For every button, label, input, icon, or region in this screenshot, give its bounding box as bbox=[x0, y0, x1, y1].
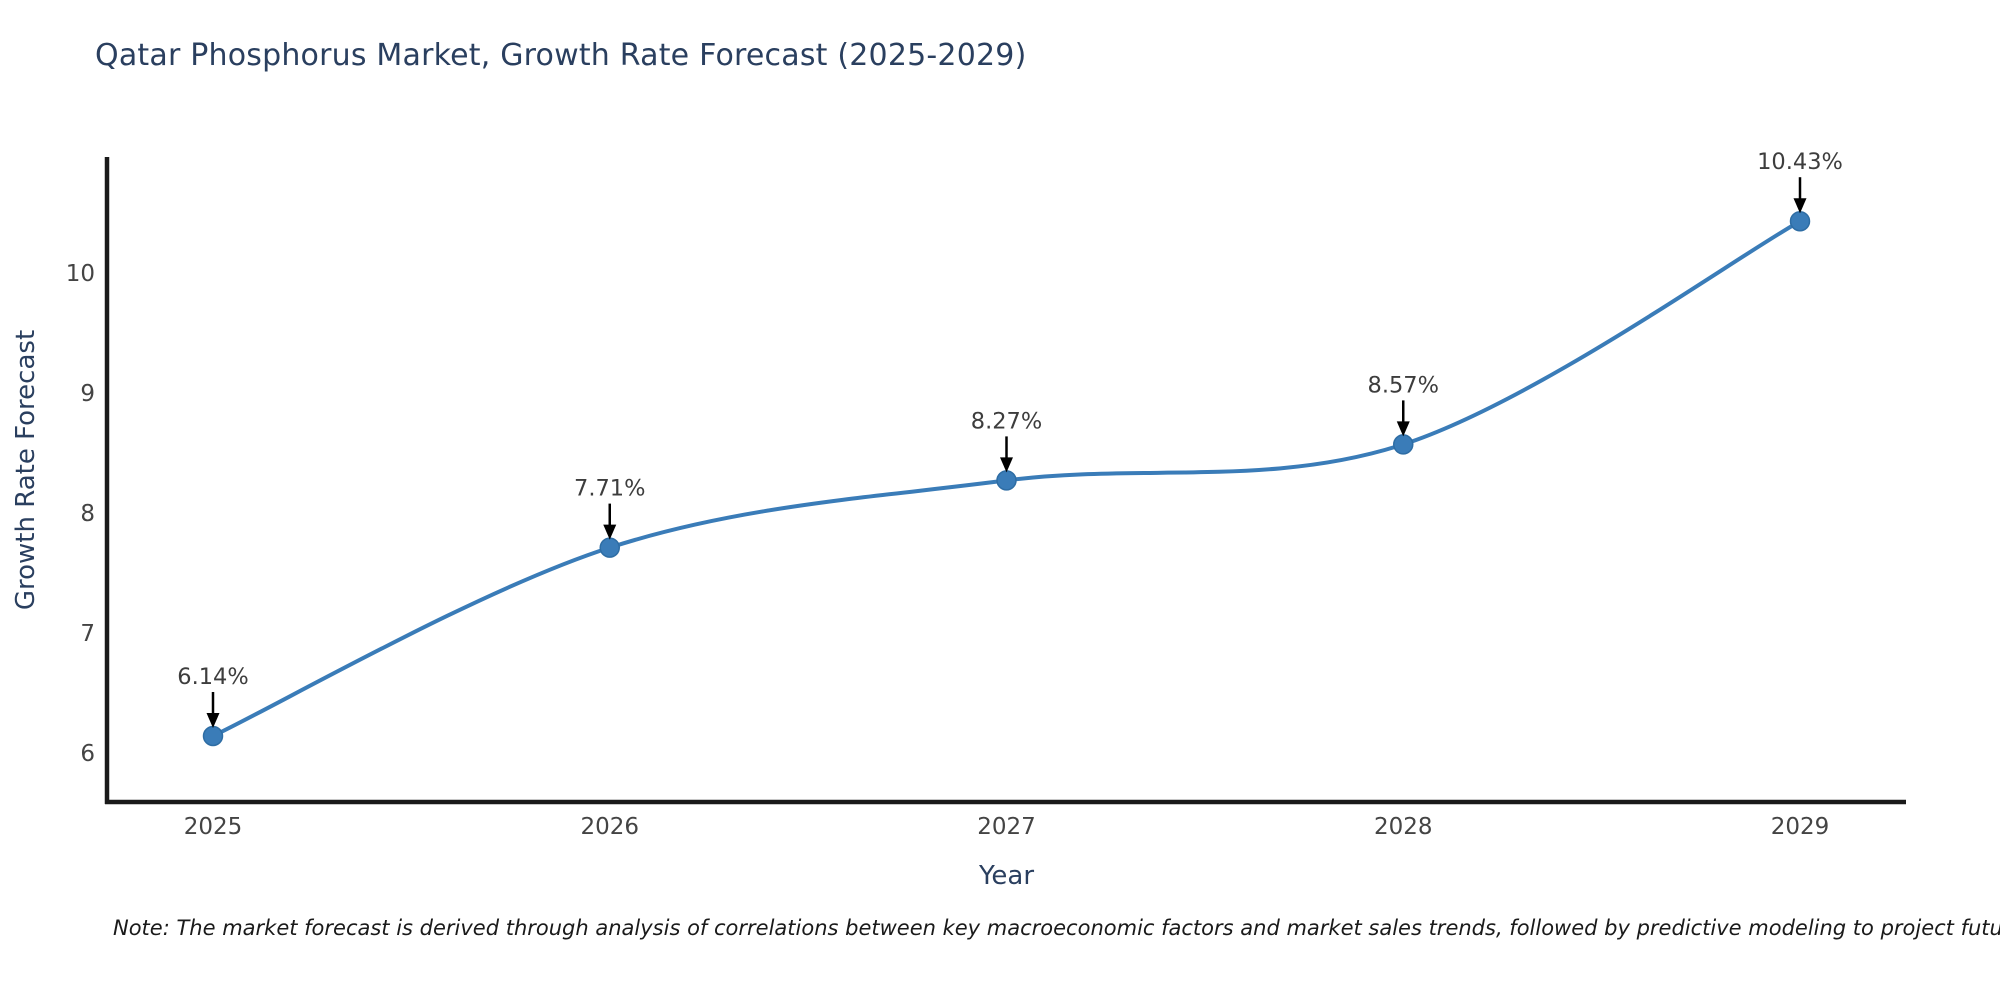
y-tick-label: 9 bbox=[80, 381, 95, 407]
x-tick-label: 2029 bbox=[1771, 814, 1830, 840]
annotation-label: 6.14% bbox=[177, 664, 248, 690]
annotation-label: 8.27% bbox=[971, 408, 1042, 434]
y-tick-label: 7 bbox=[80, 621, 95, 647]
x-tick-label: 2026 bbox=[580, 814, 639, 840]
annotation-arrowhead bbox=[206, 713, 220, 728]
annotation-label: 7.71% bbox=[574, 476, 645, 502]
x-tick-label: 2028 bbox=[1374, 814, 1433, 840]
annotation-arrowhead bbox=[1793, 198, 1807, 214]
y-tick-label: 8 bbox=[80, 501, 95, 527]
data-point-marker bbox=[1393, 434, 1414, 455]
chart-title: Qatar Phosphorus Market, Growth Rate For… bbox=[95, 38, 1027, 73]
annotation-label: 8.57% bbox=[1368, 372, 1439, 398]
annotation-arrowhead bbox=[1000, 457, 1013, 473]
annotation-arrowhead bbox=[1396, 421, 1410, 437]
annotation-arrowhead bbox=[603, 524, 617, 540]
data-point-marker bbox=[1789, 210, 1811, 232]
x-tick-label: 2027 bbox=[977, 814, 1036, 840]
x-axis-title: Year bbox=[978, 861, 1034, 891]
data-point-marker bbox=[599, 537, 620, 558]
y-tick-label: 6 bbox=[80, 741, 95, 767]
footnote: Note: The market forecast is derived thr… bbox=[113, 916, 2000, 940]
y-tick-label: 10 bbox=[66, 261, 95, 287]
annotation-label: 10.43% bbox=[1757, 149, 1843, 175]
x-tick-label: 2025 bbox=[184, 814, 243, 840]
data-point-marker bbox=[996, 470, 1017, 491]
y-axis-title: Growth Rate Forecast bbox=[11, 330, 41, 610]
data-point-marker bbox=[202, 725, 224, 747]
